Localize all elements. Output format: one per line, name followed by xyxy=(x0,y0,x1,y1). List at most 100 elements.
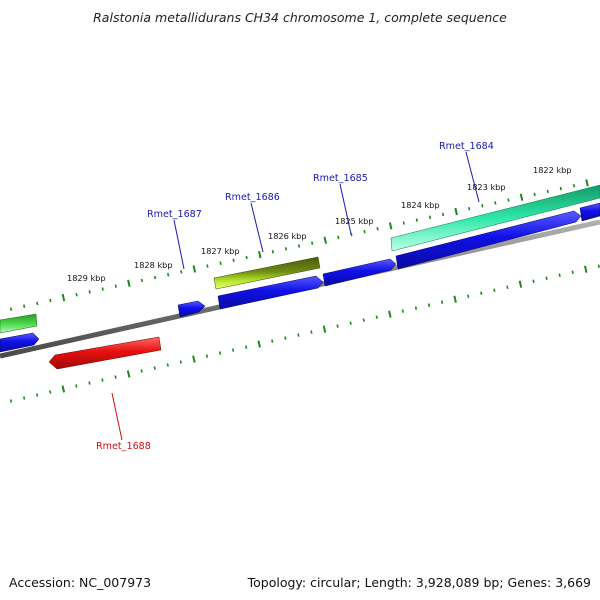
outer-scale-minor-tick xyxy=(49,298,52,303)
leader-line-rmet-1687 xyxy=(173,219,185,270)
outer-scale-minor-tick xyxy=(206,264,209,268)
inner-scale-minor-tick xyxy=(114,375,117,379)
gene-arrow-rmet-1684-forward[interactable] xyxy=(395,210,582,270)
outer-scale-minor-tick xyxy=(284,247,288,251)
outer-scale-minor-tick xyxy=(75,293,78,297)
kbp-label-1826: 1826 kbp xyxy=(268,231,307,241)
inner-scale-minor-tick xyxy=(245,345,248,349)
outer-scale-minor-tick xyxy=(494,201,497,205)
inner-scale-major-tick xyxy=(126,370,131,378)
gene-arrow-rmet-1685[interactable] xyxy=(322,258,397,287)
leader-line-rmet-1686 xyxy=(250,202,264,253)
outer-scale-minor-tick xyxy=(507,198,510,202)
gene-label-rmet-1686[interactable]: Rmet_1686 xyxy=(225,192,280,203)
inner-scale-minor-tick xyxy=(179,360,182,364)
outer-scale-minor-tick xyxy=(101,287,104,291)
gene-arrow-rmet-1686-forward[interactable] xyxy=(217,275,324,310)
leader-line-rmet-1688 xyxy=(111,392,123,441)
inner-scale-major-tick xyxy=(322,325,327,333)
gene-label-rmet-1688[interactable]: Rmet_1688 xyxy=(96,441,151,452)
gene-arrow-left-green[interactable] xyxy=(0,313,38,334)
outer-scale-minor-tick xyxy=(232,258,235,263)
inner-scale-minor-tick xyxy=(153,366,156,370)
kbp-label-1822: 1822 kbp xyxy=(533,165,572,175)
gene-arrow-rmet-1686[interactable] xyxy=(213,256,321,290)
outer-scale-minor-tick xyxy=(533,192,536,197)
inner-scale-minor-tick xyxy=(467,294,470,298)
inner-scale-minor-tick xyxy=(336,324,339,328)
gene-arrow-rmet-1688[interactable] xyxy=(48,336,162,370)
outer-scale-minor-tick xyxy=(337,235,340,240)
leader-line-rmet-1685 xyxy=(339,183,352,235)
inner-scale-minor-tick xyxy=(49,390,52,394)
outer-scale-major-tick xyxy=(519,193,524,201)
inner-scale-minor-tick xyxy=(36,393,39,397)
inner-scale-minor-tick xyxy=(297,333,300,337)
inner-scale-minor-tick xyxy=(88,381,91,385)
inner-scale-minor-tick xyxy=(349,321,352,325)
inner-scale-minor-tick xyxy=(218,351,222,355)
outer-scale-minor-tick xyxy=(153,275,157,280)
inner-scale-minor-tick xyxy=(362,318,365,322)
inner-scale-minor-tick xyxy=(23,396,26,400)
outer-scale-minor-tick xyxy=(376,227,379,231)
inner-scale-minor-tick xyxy=(140,369,143,373)
gene-arrow-rmet-1684[interactable] xyxy=(390,184,600,252)
inner-scale-minor-tick xyxy=(271,339,274,343)
gene-label-rmet-1685[interactable]: Rmet_1685 xyxy=(313,173,368,184)
outer-tick-scale xyxy=(9,179,589,311)
inner-scale-major-tick xyxy=(61,385,66,393)
outer-scale-minor-tick xyxy=(180,270,183,274)
outer-scale-major-tick xyxy=(258,250,262,259)
outer-scale-major-tick xyxy=(192,265,197,273)
inner-scale-minor-tick xyxy=(166,363,169,367)
outer-scale-minor-tick xyxy=(245,255,248,260)
outer-scale-minor-tick xyxy=(402,221,405,225)
outer-scale-minor-tick xyxy=(36,301,39,306)
inner-scale-minor-tick xyxy=(545,276,548,280)
outer-scale-major-tick xyxy=(127,279,131,287)
inner-scale-major-tick xyxy=(453,295,457,303)
inner-scale-major-tick xyxy=(192,355,196,363)
inner-scale-minor-tick xyxy=(480,291,483,295)
kbp-label-1825: 1825 kbp xyxy=(335,216,374,226)
inner-scale-minor-tick xyxy=(284,336,287,340)
inner-scale-major-tick xyxy=(518,280,523,288)
outer-scale-minor-tick xyxy=(481,204,484,208)
inner-scale-minor-tick xyxy=(414,306,418,310)
inner-scale-minor-tick xyxy=(205,354,209,358)
gene-arrow-left-blue[interactable] xyxy=(0,332,40,353)
outer-scale-minor-tick xyxy=(428,215,432,220)
map-title: Ralstonia metallidurans CH34 chromosome … xyxy=(93,10,507,25)
kbp-label-1823: 1823 kbp xyxy=(467,182,506,192)
inner-scale-minor-tick xyxy=(440,300,444,304)
outer-scale-minor-tick xyxy=(468,206,471,211)
inner-scale-minor-tick xyxy=(493,288,496,292)
outer-scale-minor-tick xyxy=(271,250,274,254)
outer-scale-minor-tick xyxy=(88,290,91,294)
inner-scale-major-tick xyxy=(257,340,261,348)
inner-scale-major-tick xyxy=(584,265,588,273)
inner-scale-minor-tick xyxy=(101,378,104,382)
inner-scale-minor-tick xyxy=(310,330,313,334)
outer-scale-minor-tick xyxy=(363,229,366,234)
inner-scale-minor-tick xyxy=(9,399,13,403)
inner-scale-minor-tick xyxy=(506,285,509,289)
accession-text: Accession: NC_007973 xyxy=(9,575,152,590)
kbp-label-1827: 1827 kbp xyxy=(201,246,240,256)
inner-scale-minor-tick xyxy=(597,264,600,268)
outer-scale-major-tick xyxy=(585,179,589,187)
outer-scale-minor-tick xyxy=(441,212,445,217)
gene-arrow-rmet-1687[interactable] xyxy=(177,300,206,318)
inner-scale-major-tick xyxy=(388,310,392,318)
kbp-label-1824: 1824 kbp xyxy=(401,200,440,210)
gene-label-rmet-1687[interactable]: Rmet_1687 xyxy=(147,209,202,220)
outer-scale-minor-tick xyxy=(23,304,26,308)
gene-label-rmet-1684[interactable]: Rmet_1684 xyxy=(439,141,494,152)
outer-scale-major-tick xyxy=(61,293,66,302)
gene-arrow-right-blue[interactable] xyxy=(579,202,600,222)
inner-scale-minor-tick xyxy=(401,309,405,313)
leader-line-rmet-1684 xyxy=(465,151,480,203)
